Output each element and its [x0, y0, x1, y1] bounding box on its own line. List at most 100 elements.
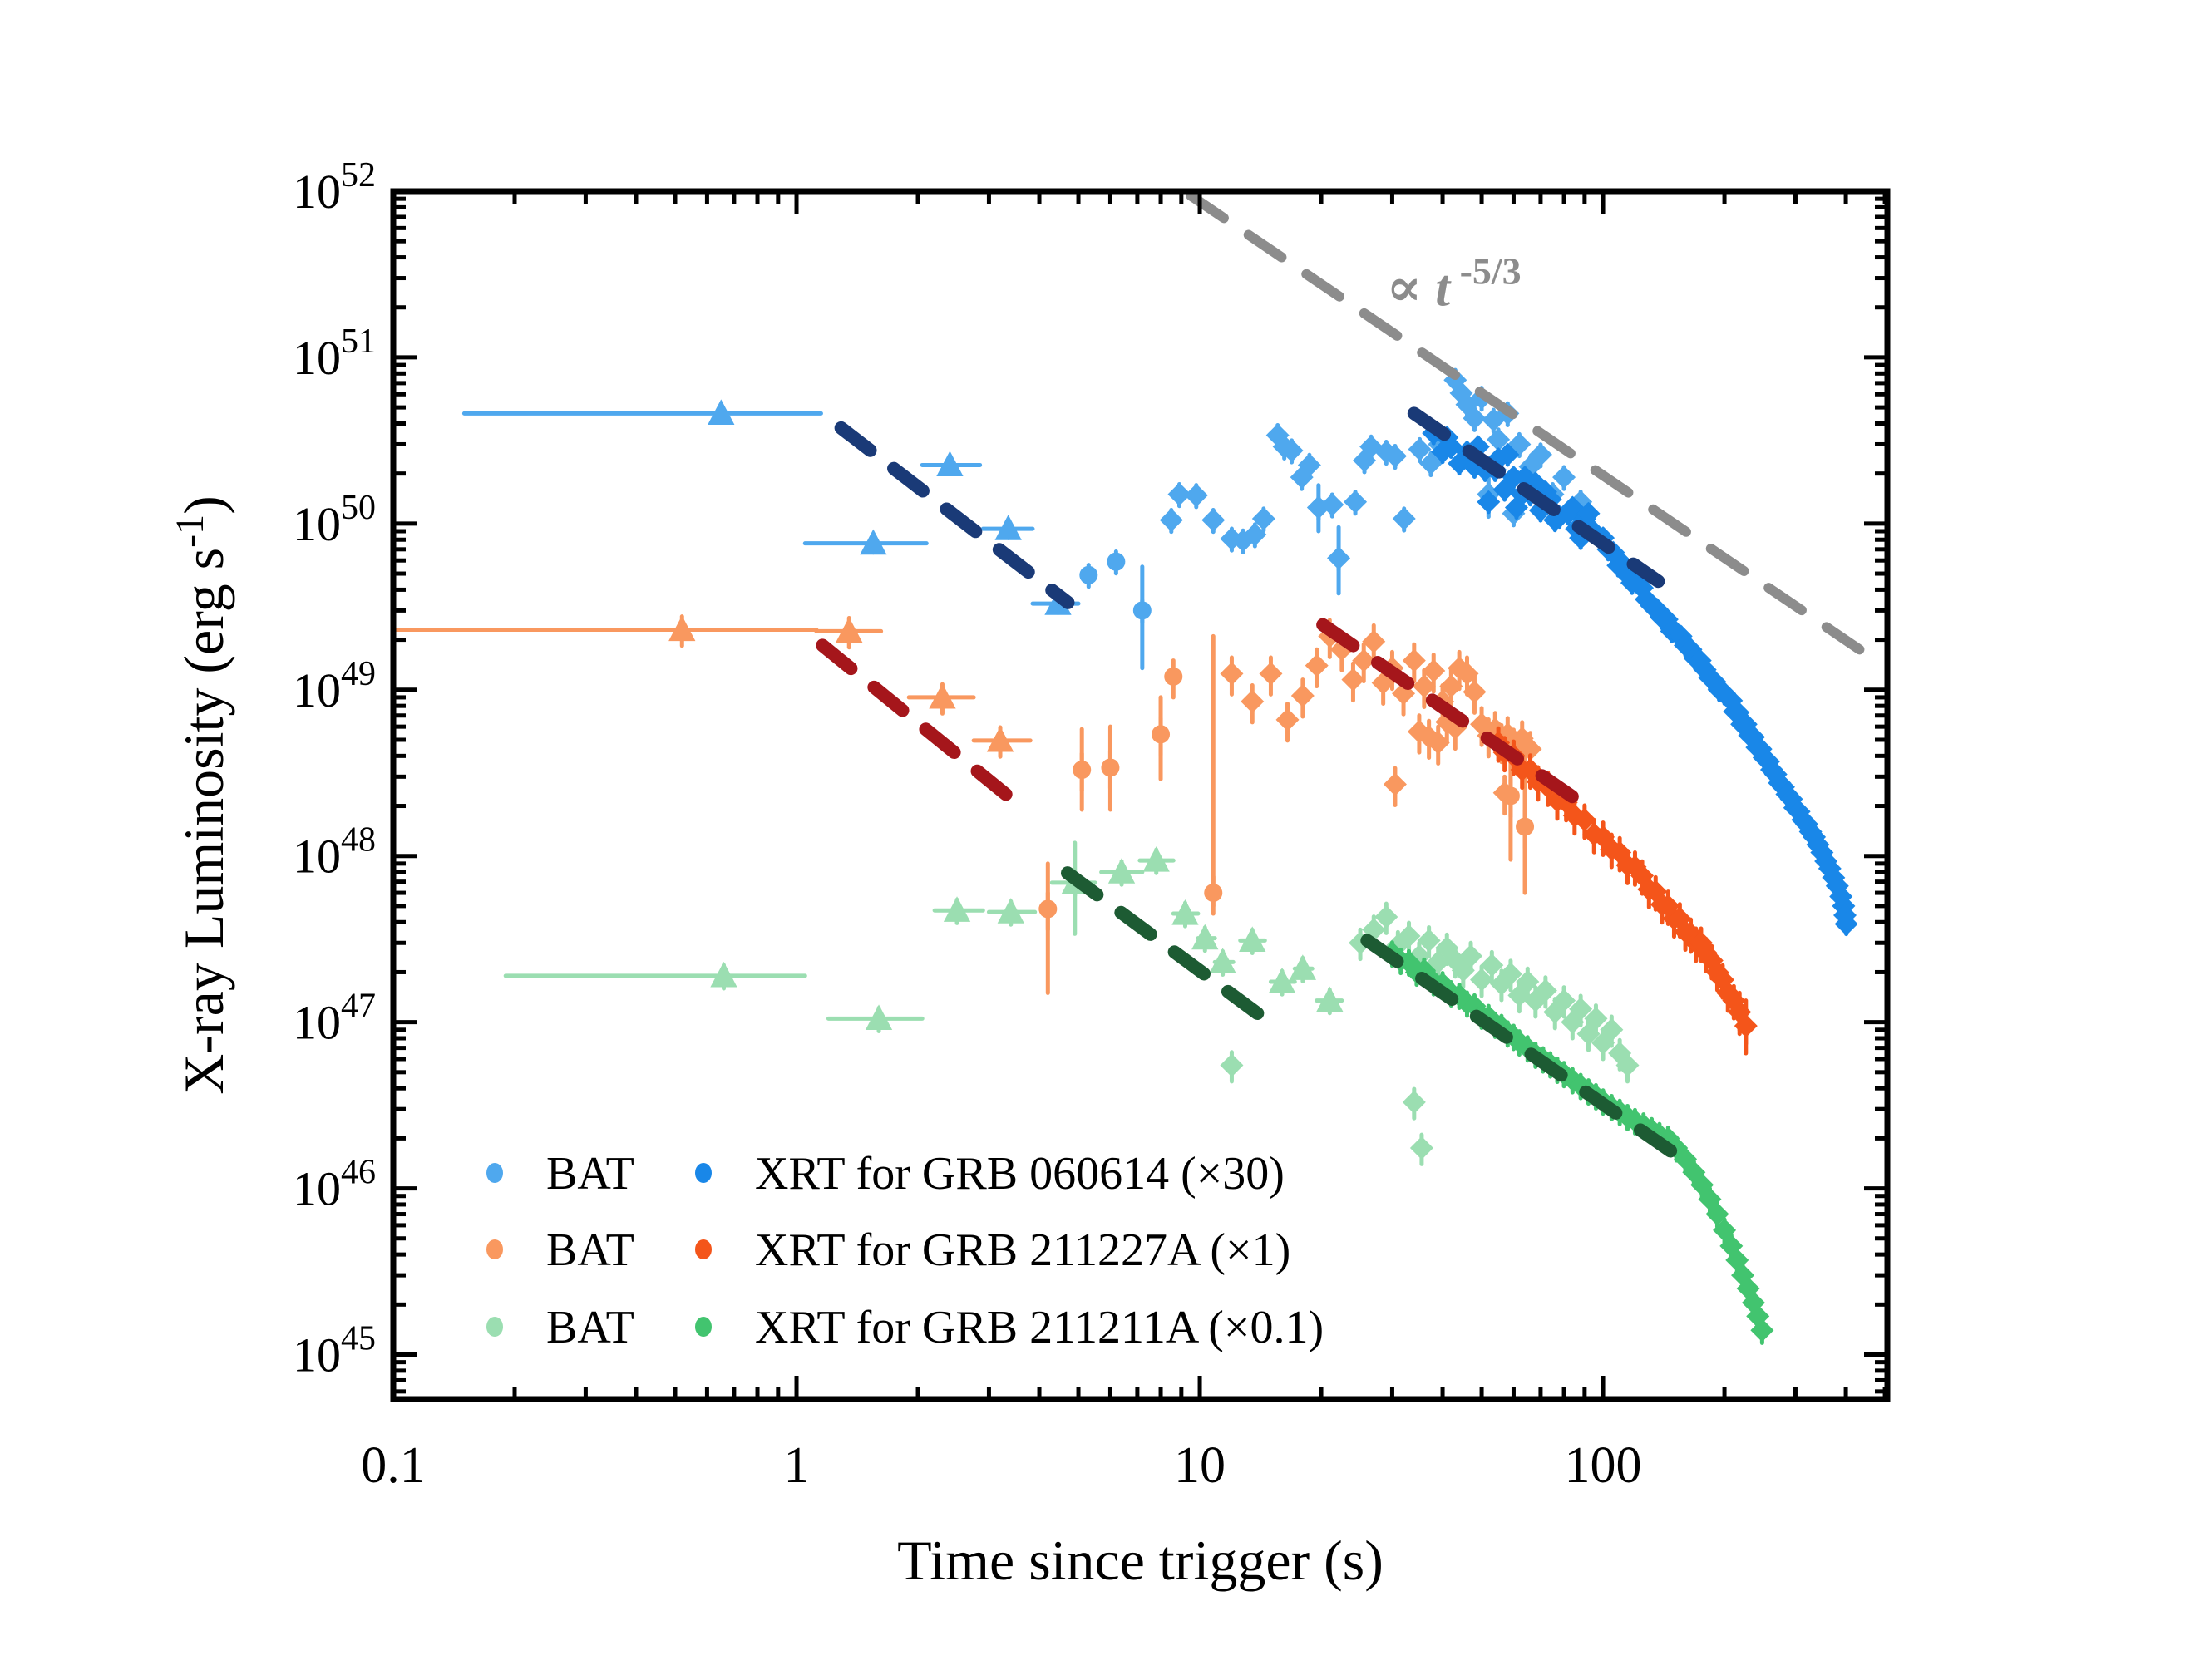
- legend: BAT XRT for GRB 060614 (×30) BAT XRT for GR…: [486, 1148, 1324, 1353]
- bat-triangle-marker: [1316, 986, 1344, 1012]
- bat-circle-marker: [1132, 601, 1152, 620]
- bat-diamond-marker: [1600, 1017, 1624, 1042]
- bat-triangle-marker: [994, 515, 1022, 540]
- bat-triangle-marker: [986, 726, 1014, 752]
- trend-fit-211211a-early: [1060, 866, 1270, 1025]
- x-tick-label: 0.1: [361, 1437, 426, 1494]
- bat-triangle-marker: [1289, 954, 1317, 980]
- axes: [390, 188, 1891, 1402]
- bat-diamond-marker: [1455, 662, 1479, 686]
- bat-triangle-marker: [936, 451, 964, 477]
- trend-lines: [816, 406, 1679, 1159]
- bat-diamond-marker: [1463, 680, 1487, 704]
- annotation-t-minus-five-thirds: ∝ t -5/3: [1386, 250, 1521, 318]
- y-axis-title: X-ray Luminosity (erg s-1): [168, 495, 235, 1095]
- bat-diamond-marker: [1220, 1053, 1244, 1077]
- bat-diamond-marker: [1459, 944, 1483, 968]
- bat-diamond-marker: [1341, 668, 1365, 692]
- legend-bat-marker: [486, 1317, 503, 1337]
- y-tick-label: 1052: [293, 156, 376, 219]
- bat-diamond-marker: [1243, 522, 1267, 546]
- bat-diamond-marker: [1463, 406, 1487, 431]
- xrt-diamond-marker: [1689, 931, 1713, 955]
- y-tick-label: 1047: [293, 988, 376, 1050]
- bat-diamond-marker: [1327, 546, 1351, 570]
- legend-xrt-marker: [695, 1317, 712, 1337]
- bat-diamond-marker: [1167, 482, 1191, 506]
- trend-fit-060614-early: [834, 421, 1075, 609]
- x-tick-label: 10: [1174, 1437, 1226, 1494]
- legend-bat-label: BAT: [546, 1302, 634, 1353]
- bat-diamond-marker: [1492, 781, 1517, 805]
- trend-fit-211227a-early: [816, 638, 1034, 819]
- bat-triangle-marker: [836, 617, 863, 643]
- plot-frame: [390, 188, 1891, 1402]
- bat-diamond-marker: [1159, 508, 1183, 532]
- bat-triangle-marker: [1239, 926, 1266, 953]
- bat-diamond-marker: [1251, 506, 1275, 530]
- series-xrt-211227a: [1487, 726, 1758, 1056]
- bat-triangle-marker: [997, 898, 1024, 924]
- y-tick-label: 1046: [293, 1154, 376, 1216]
- bat-diamond-marker: [1480, 953, 1504, 978]
- bat-triangle-marker: [1142, 846, 1170, 872]
- bat-diamond-marker: [1290, 684, 1315, 708]
- bat-triangle-marker: [1191, 924, 1219, 950]
- y-tick-labels: 1045 1046 1047 1048 1049 1050 1051 1052: [293, 156, 376, 1382]
- bat-diamond-marker: [1528, 442, 1552, 466]
- bat-diamond-marker: [1352, 648, 1376, 672]
- legend-bat-label: BAT: [546, 1224, 634, 1276]
- legend-item-2: BAT XRT for GRB 211211A (×0.1): [486, 1302, 1324, 1353]
- xrt-diamond-marker: [1496, 442, 1520, 466]
- series-bat-211211a: [503, 840, 1640, 1166]
- xrt-diamond-marker: [1834, 912, 1858, 936]
- y-tick-label: 1045: [293, 1319, 376, 1382]
- bat-diamond-marker: [1383, 444, 1407, 468]
- bat-diamond-marker: [1409, 1136, 1433, 1160]
- bat-circle-marker: [1164, 667, 1183, 686]
- bat-diamond-marker: [1402, 1090, 1426, 1114]
- bat-circle-marker: [1101, 758, 1120, 777]
- bat-triangle-marker: [710, 961, 737, 988]
- x-tick-label: 1: [784, 1437, 810, 1494]
- bat-triangle-marker: [1107, 858, 1136, 884]
- bat-diamond-marker: [1305, 653, 1329, 677]
- legend-bat-marker: [486, 1163, 503, 1183]
- bat-triangle-marker: [929, 682, 956, 709]
- bat-diamond-marker: [1362, 629, 1386, 653]
- bat-diamond-marker: [1241, 689, 1265, 713]
- y-tick-label: 1049: [293, 655, 376, 717]
- trend-fit-211227a-late: [1316, 618, 1588, 810]
- bat-circle-marker: [1073, 761, 1092, 780]
- bat-diamond-marker: [1320, 493, 1344, 517]
- bat-diamond-marker: [1412, 674, 1436, 698]
- legend-xrt-marker: [695, 1163, 712, 1183]
- bat-diamond-marker: [1518, 737, 1542, 761]
- bat-diamond-marker: [1417, 929, 1441, 953]
- bat-circle-marker: [1079, 565, 1098, 584]
- x-tick-labels: 0.1 1 10 100: [361, 1437, 1641, 1494]
- bat-diamond-marker: [1533, 978, 1557, 1003]
- bat-diamond-marker: [1297, 453, 1321, 477]
- bat-diamond-marker: [1615, 1053, 1640, 1077]
- bat-diamond-marker: [1408, 437, 1432, 461]
- xrt-diamond-marker: [1734, 1014, 1758, 1038]
- bat-diamond-marker: [1374, 904, 1398, 929]
- legend-xrt-label: XRT for GRB 060614 (×30): [755, 1148, 1285, 1200]
- bat-diamond-marker: [1275, 707, 1300, 732]
- bat-diamond-marker: [1584, 1007, 1608, 1031]
- reference-line-t-power: [1186, 190, 1877, 663]
- trend-fit-211211a-late: [1360, 934, 1679, 1159]
- legend-bat-marker: [486, 1239, 503, 1259]
- xrt-diamond-marker: [1750, 1318, 1774, 1343]
- bat-circle-marker: [1038, 899, 1058, 919]
- bat-diamond-marker: [1383, 772, 1407, 796]
- bat-diamond-marker: [1487, 427, 1511, 451]
- legend-item-0: BAT XRT for GRB 060614 (×30): [486, 1148, 1285, 1200]
- bat-triangle-marker: [1171, 899, 1199, 925]
- bat-diamond-marker: [1344, 490, 1368, 514]
- bat-circle-marker: [1204, 884, 1223, 903]
- bat-triangle-marker: [1268, 968, 1296, 993]
